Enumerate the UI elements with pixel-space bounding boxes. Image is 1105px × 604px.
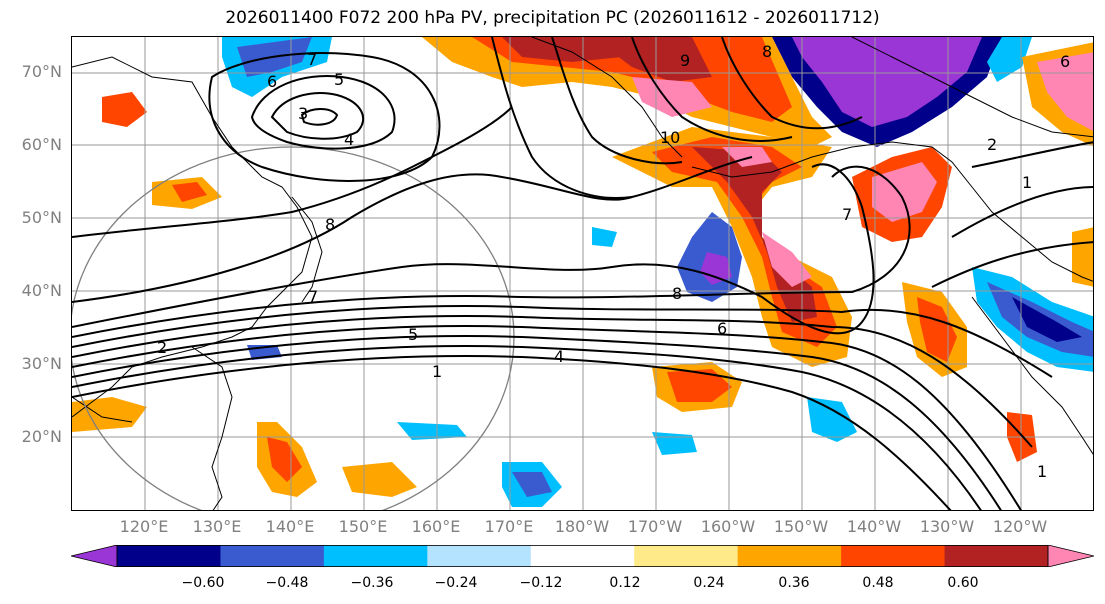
contour-label: 7 [307, 50, 317, 69]
colorbar-segments [71, 545, 1094, 567]
lon-label: 170°E [484, 517, 534, 536]
negative-precip-region [592, 227, 617, 247]
contour-label: 2 [987, 135, 997, 154]
contour-label: 6 [1060, 52, 1070, 71]
colorbar-tick: 0.60 [947, 575, 979, 591]
positive-precip-region [872, 162, 937, 222]
colorbar-segment [427, 545, 532, 567]
positive-precip-region [267, 437, 302, 482]
negative-precip-region [792, 37, 982, 127]
contour-label: 8 [672, 284, 682, 303]
contour-label: 5 [408, 325, 418, 344]
pv-contours [72, 37, 1093, 510]
lat-label: 70°N [21, 62, 62, 81]
colorbar-extend-low [71, 545, 118, 567]
colorbar-segment [530, 545, 635, 567]
positive-precip-region [917, 297, 957, 362]
positive-precip-region [172, 182, 207, 202]
colorbar-tick: −0.60 [181, 575, 225, 591]
contour-labels: 5 3 4 6 7 9 8 10 2 1 8 7 5 4 1 8 6 7 2 1… [157, 42, 1070, 481]
colorbar-tick: 0.24 [693, 575, 725, 591]
lon-label: 150°W [773, 517, 829, 536]
lat-label: 60°N [21, 135, 62, 154]
lat-label: 40°N [21, 281, 62, 300]
lon-label: 150°E [338, 517, 388, 536]
colorbar-segment [944, 545, 1049, 567]
positive-precip-region [1037, 52, 1093, 131]
lon-label: 120°W [992, 517, 1048, 536]
lon-label: 120°E [119, 517, 169, 536]
colorbar-segment [220, 545, 325, 567]
contour-label: 8 [762, 42, 772, 61]
positive-precip-region [1072, 227, 1093, 287]
contour-label: 4 [344, 130, 354, 149]
colorbar-border [116, 545, 1049, 567]
map-title: 2026011400 F072 200 hPa PV, precipitatio… [225, 8, 880, 28]
colorbar-extend-high [1047, 545, 1094, 567]
negative-precip-region [397, 422, 467, 440]
positive-precip-region [592, 37, 712, 82]
positive-precip-region [102, 92, 147, 127]
colorbar-segment [323, 545, 428, 567]
lon-label: 160°W [700, 517, 756, 536]
lon-label: 140°E [265, 517, 315, 536]
contour-label: 3 [298, 104, 308, 123]
colorbar-tick: 0.12 [609, 575, 641, 591]
contour-label: 7 [308, 287, 318, 306]
contour-label: 1 [432, 362, 442, 381]
lat-label: 50°N [21, 208, 62, 227]
negative-precip-region [512, 472, 552, 497]
colorbar-segment [117, 545, 221, 567]
colorbar-segment [737, 545, 842, 567]
lon-label: 160°E [411, 517, 461, 536]
contour-label: 8 [325, 215, 335, 234]
contour-label: 10 [660, 128, 680, 147]
colorbar-tick: −0.24 [434, 575, 478, 591]
contour-label: 2 [157, 338, 167, 357]
colorbar-segment [841, 545, 946, 567]
positive-precip-region [762, 232, 812, 287]
negative-precip-region [652, 432, 697, 455]
positive-precip-region [722, 147, 772, 167]
positive-precip-region [72, 397, 147, 432]
lat-label: 20°N [21, 427, 62, 446]
colorbar-tick: −0.12 [519, 575, 563, 591]
map-canvas: 5 3 4 6 7 9 8 10 2 1 8 7 5 4 1 8 6 7 2 1… [72, 37, 1093, 510]
lat-label: 30°N [21, 354, 62, 373]
contour-label: 4 [554, 347, 564, 366]
contour-label: 7 [842, 205, 852, 224]
colorbar [71, 545, 1094, 567]
colorbar-tick: 0.48 [862, 575, 894, 591]
colorbar-tick: −0.36 [350, 575, 394, 591]
colorbar-tick: 0.36 [778, 575, 810, 591]
coastlines [72, 37, 1093, 510]
map-panel: 5 3 4 6 7 9 8 10 2 1 8 7 5 4 1 8 6 7 2 1… [71, 36, 1094, 511]
lon-label: 140°W [846, 517, 902, 536]
positive-precip-region [342, 462, 417, 497]
colorbar-tick: −0.48 [265, 575, 309, 591]
contour-label: 6 [717, 319, 727, 338]
contour-label: 1 [1037, 462, 1047, 481]
contour-label: 6 [267, 72, 277, 91]
contour-label: 5 [334, 70, 344, 89]
colorbar-segment [634, 545, 739, 567]
lon-label: 130°E [192, 517, 242, 536]
contour-label: 1 [1022, 173, 1032, 192]
lon-label: 170°W [627, 517, 683, 536]
contour-label: 9 [680, 51, 690, 70]
lon-label: 130°W [919, 517, 975, 536]
positive-precip-region [632, 77, 712, 117]
negative-precip-region [700, 252, 732, 285]
positive-precip-region [502, 37, 632, 62]
negative-precip-region [807, 397, 857, 442]
positive-precip-region [667, 369, 732, 402]
lon-label: 180°W [554, 517, 610, 536]
negative-precip-region [1012, 297, 1082, 342]
